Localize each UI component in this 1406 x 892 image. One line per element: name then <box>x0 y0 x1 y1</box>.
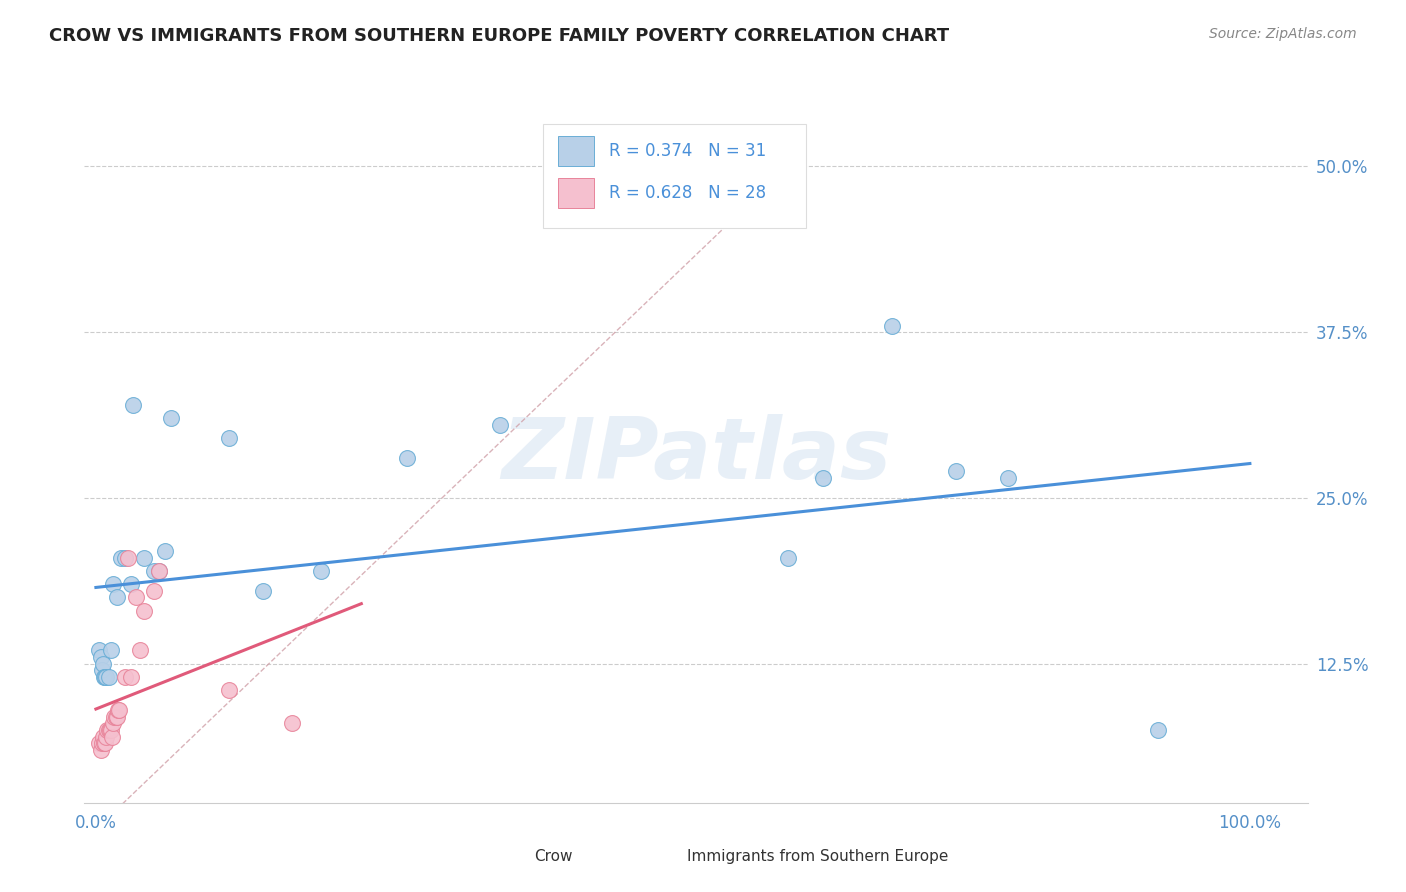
Point <box>89 650 111 665</box>
Point <box>107 703 129 717</box>
Point <box>153 544 176 558</box>
Point <box>120 670 142 684</box>
Point <box>90 736 112 750</box>
FancyBboxPatch shape <box>543 124 806 228</box>
Point <box>96 670 118 684</box>
Text: R = 0.628   N = 28: R = 0.628 N = 28 <box>609 184 766 202</box>
Point <box>101 730 124 744</box>
Point <box>117 550 139 565</box>
Text: ZIPatlas: ZIPatlas <box>501 415 891 498</box>
FancyBboxPatch shape <box>558 136 595 166</box>
Point <box>882 318 904 333</box>
Point <box>97 723 120 737</box>
Text: CROW VS IMMIGRANTS FROM SOUTHERN EUROPE FAMILY POVERTY CORRELATION CHART: CROW VS IMMIGRANTS FROM SOUTHERN EUROPE … <box>49 27 949 45</box>
Point <box>811 471 834 485</box>
Point <box>142 564 165 578</box>
Point <box>281 716 304 731</box>
FancyBboxPatch shape <box>558 178 595 208</box>
Point <box>997 471 1019 485</box>
Point <box>114 550 136 565</box>
Point <box>309 564 332 578</box>
Point <box>89 736 111 750</box>
Point <box>142 583 165 598</box>
Point <box>778 550 800 565</box>
FancyBboxPatch shape <box>654 845 681 868</box>
Point <box>89 643 111 657</box>
Point <box>97 670 120 684</box>
Point <box>134 603 156 617</box>
Point <box>108 703 131 717</box>
Point <box>114 670 136 684</box>
Point <box>93 670 115 684</box>
Point <box>396 451 419 466</box>
Point <box>148 564 170 578</box>
Point <box>94 736 117 750</box>
Point <box>89 743 111 757</box>
Point <box>105 591 128 605</box>
Point <box>488 417 510 432</box>
Point <box>93 736 115 750</box>
Point <box>945 464 967 478</box>
Point <box>100 643 122 657</box>
Point <box>100 723 122 737</box>
Point <box>96 730 118 744</box>
Point <box>94 670 117 684</box>
Point <box>128 643 150 657</box>
Point <box>103 709 125 723</box>
Point <box>103 716 125 731</box>
FancyBboxPatch shape <box>501 845 527 868</box>
Text: Crow: Crow <box>534 849 574 863</box>
Point <box>91 730 114 744</box>
Point <box>91 657 114 671</box>
Point <box>121 398 143 412</box>
Point <box>98 723 121 737</box>
Point <box>160 411 183 425</box>
Point <box>103 577 125 591</box>
Point <box>90 663 112 677</box>
Point <box>134 550 156 565</box>
Point <box>125 591 148 605</box>
Text: Immigrants from Southern Europe: Immigrants from Southern Europe <box>688 849 949 863</box>
Point <box>120 577 142 591</box>
Point <box>96 723 118 737</box>
Point <box>218 431 240 445</box>
Point <box>148 564 170 578</box>
Point <box>110 550 132 565</box>
Point <box>252 583 274 598</box>
Text: R = 0.374   N = 31: R = 0.374 N = 31 <box>609 142 766 160</box>
Point <box>105 709 128 723</box>
Point <box>1146 723 1168 737</box>
Point <box>218 683 240 698</box>
Text: Source: ZipAtlas.com: Source: ZipAtlas.com <box>1209 27 1357 41</box>
Point <box>104 709 127 723</box>
